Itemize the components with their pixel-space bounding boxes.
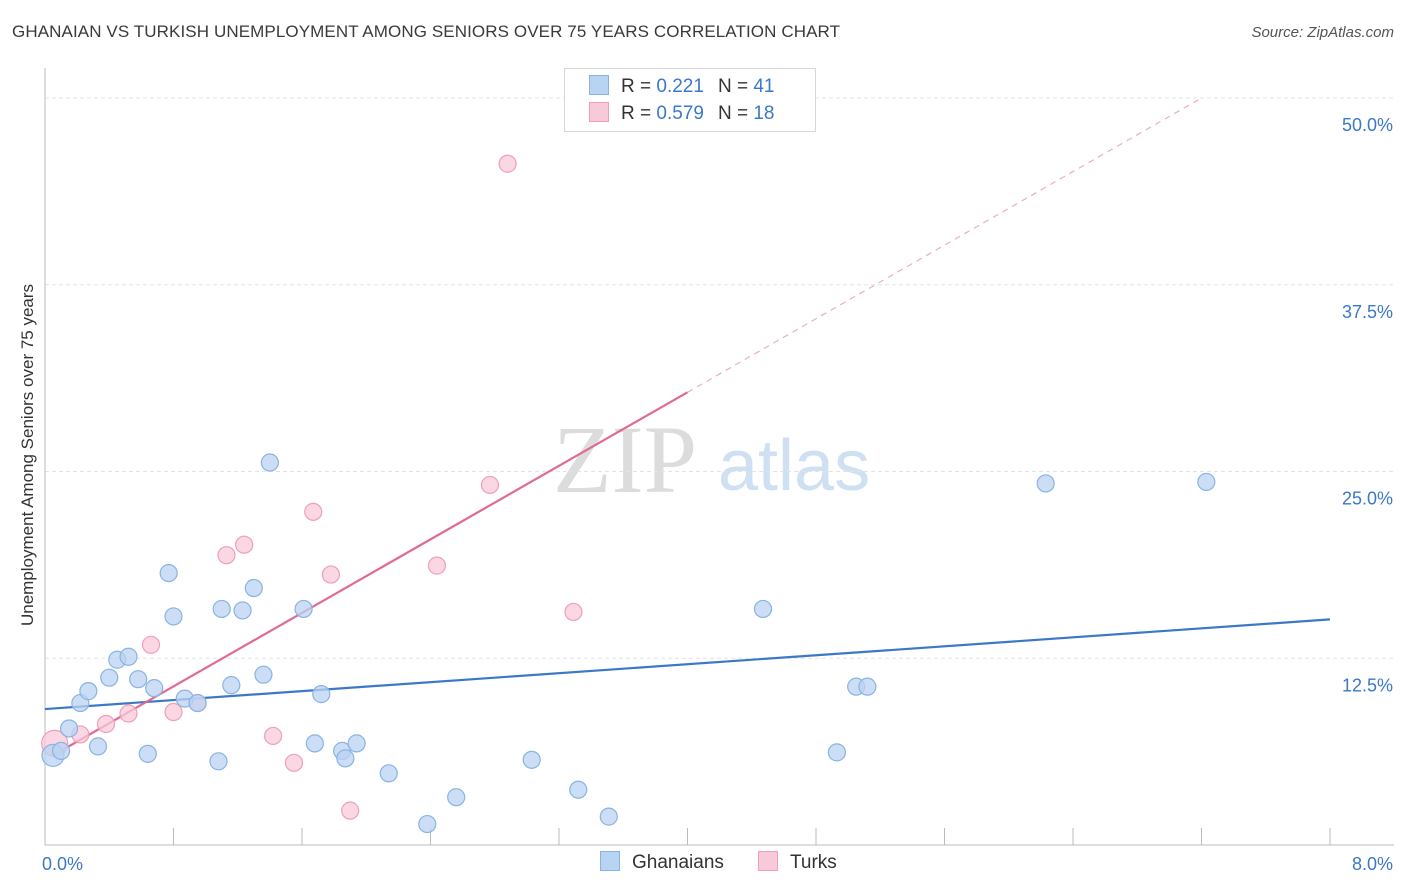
watermark-zip: ZIP [553,406,697,513]
point-turks-4 [141,635,161,654]
trendline-turks-extension [687,97,1202,393]
point-ghanaians-29 [379,764,398,783]
point-ghanaians-34 [599,807,618,826]
point-turks-17 [564,602,583,622]
point-turks-2 [96,714,116,734]
grid-lines [45,97,1394,659]
point-ghanaians-19 [233,601,252,620]
watermark-atlas: atlas [718,426,870,506]
legend-item-turks: Turks [758,851,837,874]
r-value-turks: 0.579 [656,103,704,124]
point-ghanaians-4 [79,682,98,701]
tick-labels: 12.5% 25.0% 37.5% 50.0% 0.0% 8.0% [42,115,1393,874]
point-ghanaians-32 [522,750,541,769]
point-ghanaians-10 [138,744,157,763]
point-ghanaians-8 [119,647,138,666]
point-turks-3 [119,704,138,723]
correlation-legend: R = 0.221 N = 41 R = 0.579 N = 18 [564,68,816,132]
point-ghanaians-21 [254,665,273,684]
point-ghanaians-40 [1197,472,1216,492]
point-turks-15 [480,475,500,495]
ghanaians-legend-swatch [600,851,620,871]
point-ghanaians-35 [753,599,773,619]
y-tick-label-0: 12.5% [1342,675,1393,695]
x-tick-label-max: 8.0% [1352,854,1393,874]
point-turks-5 [164,702,183,722]
turks-legend-swatch [758,851,778,871]
r-label: R = [621,103,652,124]
point-ghanaians-12 [159,563,178,583]
point-turks-16 [498,154,517,173]
y-tick-label-1: 25.0% [1342,489,1393,509]
legend-row-ghanaians: R = 0.221 N = 41 [589,75,774,101]
y-tick-label-3: 50.0% [1342,115,1393,135]
data-points [41,154,1216,834]
trendline-ghanaians [44,618,1331,711]
y-tick-label-2: 37.5% [1342,302,1393,322]
point-ghanaians-9 [129,670,148,689]
r-label: R = [621,76,652,97]
r-value-ghanaians: 0.221 [656,76,704,97]
point-turks-10 [284,753,304,772]
point-ghanaians-5 [88,737,108,756]
turks-swatch [589,102,609,122]
ghanaians-swatch [589,75,609,95]
point-ghanaians-18 [222,676,241,695]
point-turks-7 [217,546,236,565]
point-ghanaians-22 [260,453,279,472]
point-ghanaians-31 [447,788,466,807]
point-turks-13 [341,801,360,820]
n-value-turks: 18 [753,103,775,124]
point-ghanaians-17 [212,599,231,619]
watermark: ZIP atlas [553,406,870,513]
point-ghanaians-20 [244,578,263,598]
point-ghanaians-33 [569,780,588,799]
legend-label-turks: Turks [790,852,837,873]
n-label: N = [717,103,749,124]
point-ghanaians-11 [145,679,164,698]
point-ghanaians-2 [59,719,79,738]
point-ghanaians-25 [312,685,331,704]
legend-row-turks: R = 0.579 N = 18 [589,102,774,128]
point-ghanaians-36 [827,743,846,762]
point-turks-11 [304,502,323,521]
point-ghanaians-13 [164,607,183,626]
point-ghanaians-27 [336,749,355,768]
point-ghanaians-24 [305,734,324,753]
n-value-ghanaians: 41 [753,76,775,97]
point-ghanaians-30 [418,814,437,834]
x-tick-label-min: 0.0% [42,854,83,874]
point-turks-14 [427,556,447,575]
point-ghanaians-15 [188,693,207,713]
point-ghanaians-1 [51,741,71,760]
n-label: N = [717,76,749,97]
point-ghanaians-23 [294,599,313,619]
point-turks-8 [235,535,254,554]
point-ghanaians-39 [1036,474,1055,493]
trendline-turks [52,391,689,757]
point-ghanaians-16 [209,752,228,771]
point-ghanaians-28 [347,734,366,753]
point-turks-12 [321,565,341,584]
chart-title: GHANAIAN VS TURKISH UNEMPLOYMENT AMONG S… [12,22,841,41]
point-ghanaians-6 [100,668,119,687]
point-ghanaians-38 [858,677,877,696]
legend-item-ghanaians: Ghanaians [600,851,724,874]
point-turks-9 [263,726,283,746]
chart-source: Source: ZipAtlas.com [1251,24,1394,41]
legend-label-ghanaians: Ghanaians [632,852,724,873]
